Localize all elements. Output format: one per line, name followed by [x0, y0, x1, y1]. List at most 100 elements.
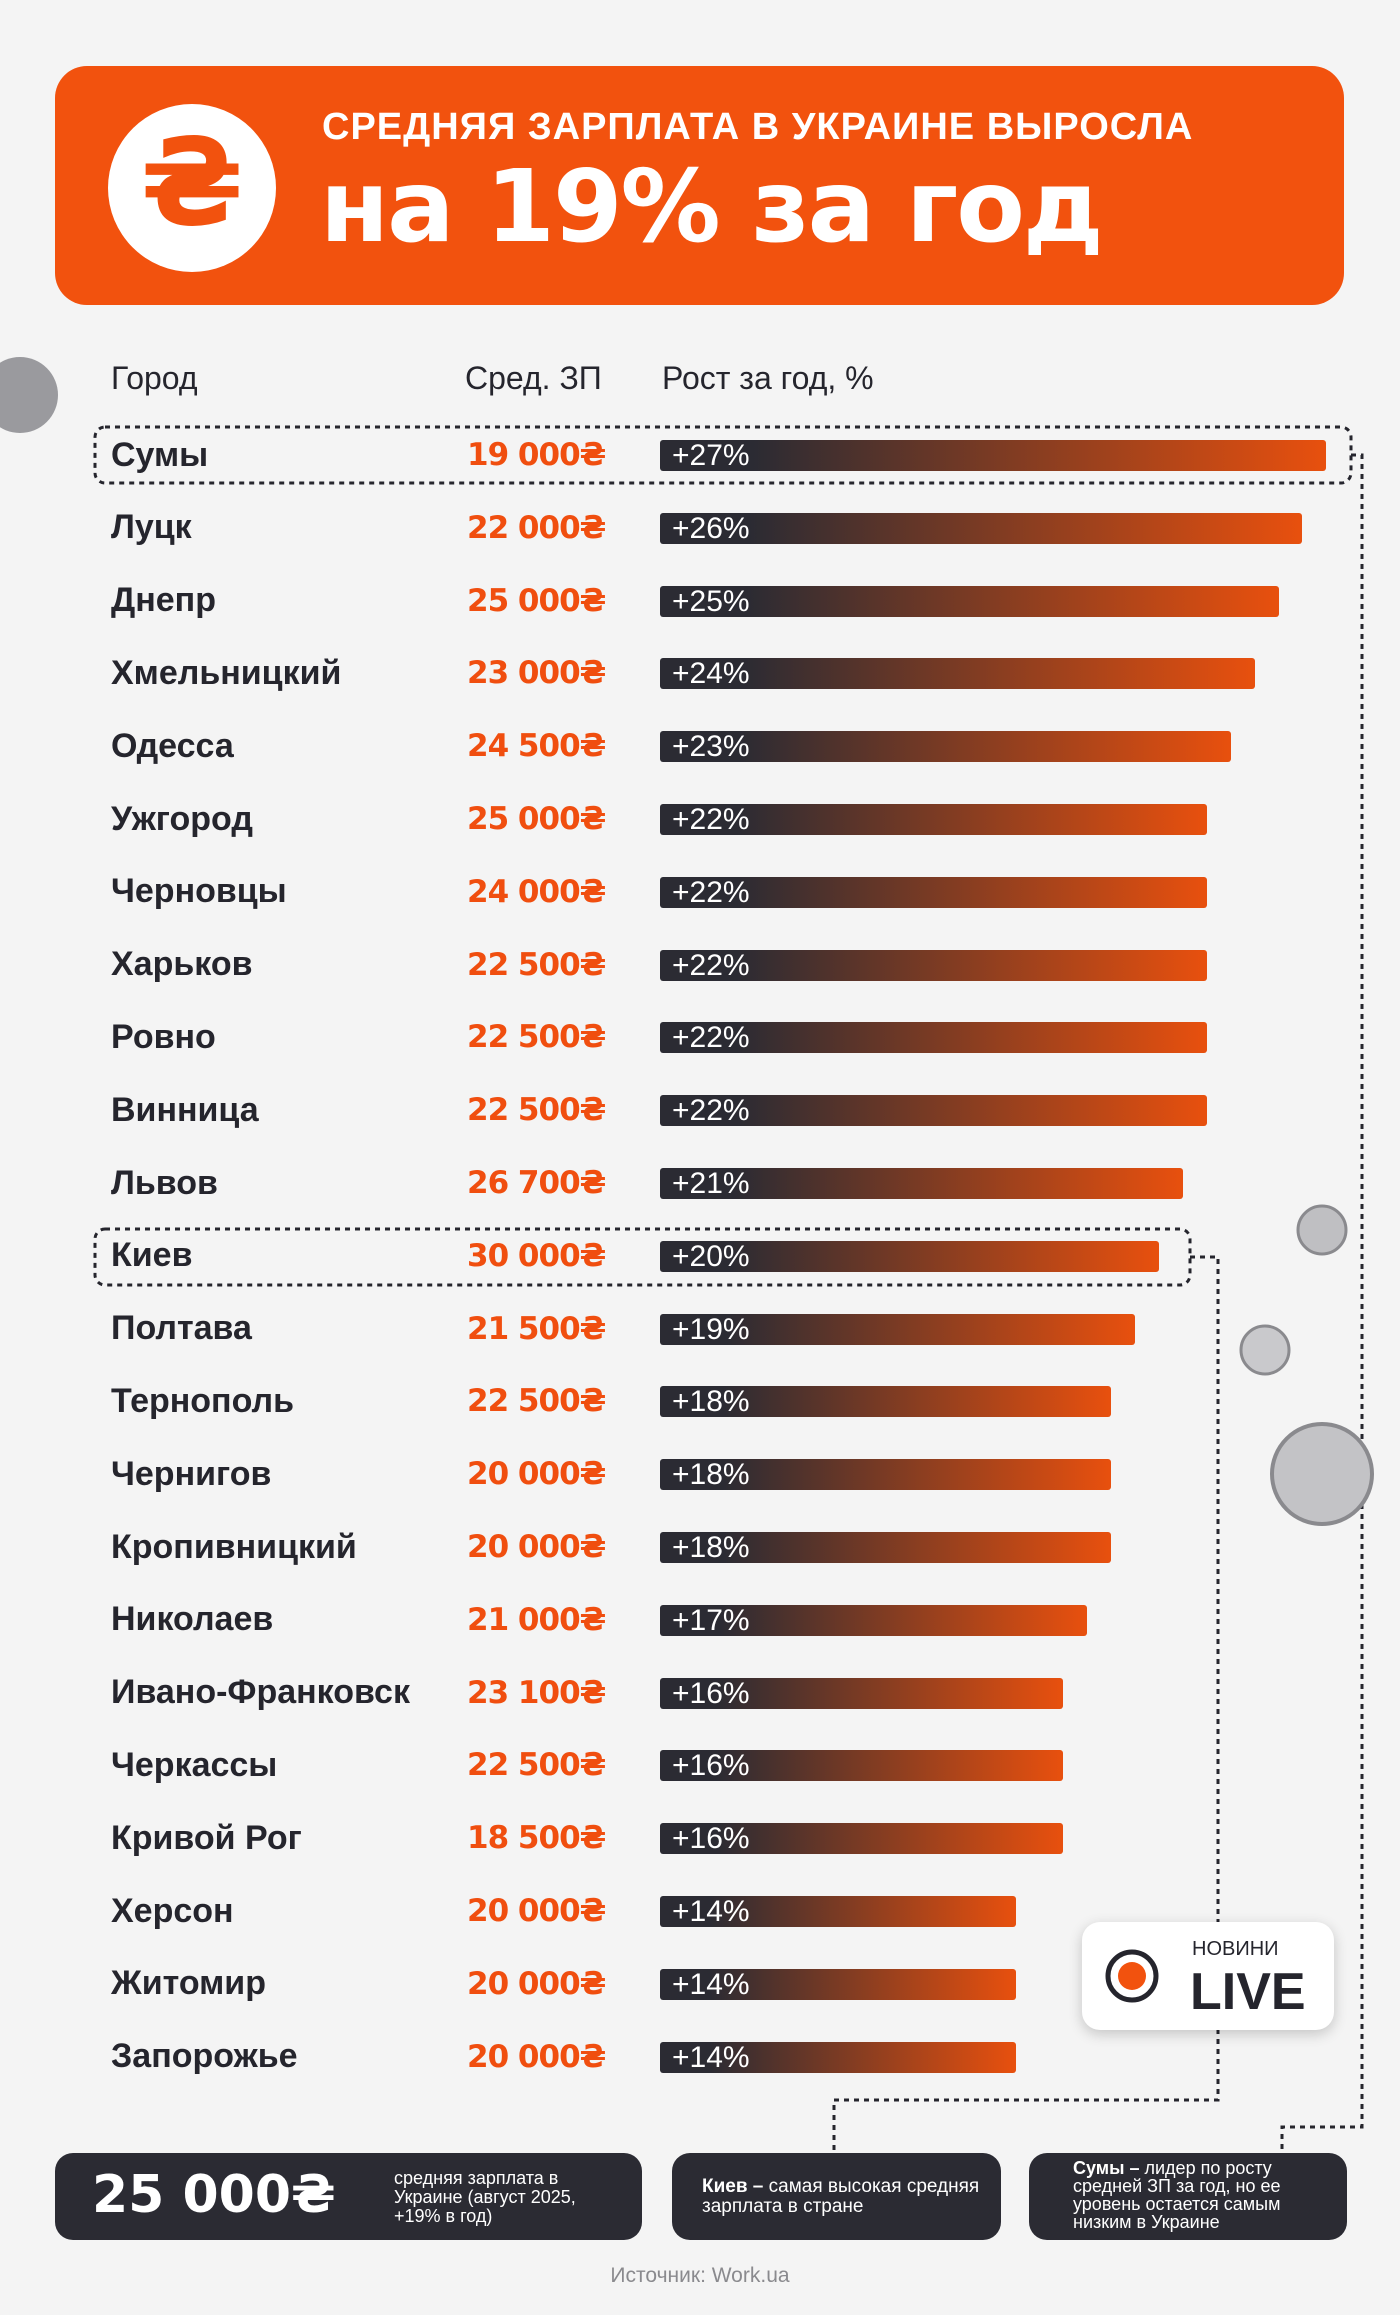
- column-header: Город: [111, 360, 198, 396]
- title-line2: на 19% за год: [320, 148, 1104, 265]
- footer-box: 25 000₴ средняя зарплата в Украине (авгу…: [55, 2153, 642, 2240]
- salary-label: 18 500₴: [467, 1820, 606, 1857]
- bar-label: +22%: [672, 875, 750, 909]
- bar: [660, 1823, 1064, 1855]
- city-label: Черновцы: [111, 872, 287, 911]
- bar-label: +16%: [672, 1749, 750, 1783]
- bar: [660, 1095, 1207, 1127]
- city-label: Кропивницкий: [111, 1527, 357, 1566]
- bar: [660, 949, 1207, 981]
- bar: [660, 1240, 1159, 1272]
- salary-label: 22 500₴: [467, 1747, 606, 1784]
- bar: [660, 804, 1207, 835]
- city-label: Чернигов: [111, 1454, 272, 1493]
- city-label: Сумы: [111, 435, 209, 474]
- bar-label: +18%: [672, 1385, 750, 1419]
- city-label: Кривой Рог: [111, 1818, 302, 1857]
- city-label: Ужгород: [111, 799, 253, 838]
- bar: [660, 1022, 1207, 1054]
- logo-symbol: ₴: [140, 115, 243, 254]
- salary-label: 23 100₴: [467, 1674, 606, 1711]
- salary-label: 21 000₴: [467, 1601, 606, 1638]
- salary-label: 30 000₴: [467, 1237, 606, 1274]
- salary-label: 24 000₴: [467, 873, 606, 910]
- bar-label: +22%: [672, 803, 750, 836]
- city-label: Ровно: [111, 1017, 216, 1056]
- bar-label: +14%: [672, 2040, 750, 2074]
- bar: [660, 440, 1327, 471]
- city-label: Тернополь: [111, 1381, 295, 1420]
- salary-label: 20 000₴: [467, 2038, 606, 2075]
- city-label: Хмельницкий: [111, 653, 342, 692]
- bar: [660, 1459, 1112, 1491]
- city-label: Ивано-Франковск: [111, 1673, 410, 1712]
- brand-badge: НОВИНИ LIVE: [1082, 1922, 1334, 2030]
- sumy-bold: Сумы –: [1073, 2158, 1140, 2178]
- salary-label: 25 000₴: [467, 801, 606, 837]
- salary-label: 20 000₴: [467, 1893, 606, 1929]
- salary-label: 26 700₴: [467, 1165, 606, 1201]
- bar-label: +22%: [672, 1021, 750, 1055]
- brand-big: LIVE: [1190, 1963, 1306, 2021]
- bar-label: +14%: [672, 1967, 750, 2001]
- brand-icon: [1105, 1949, 1159, 2003]
- bar: [660, 1968, 1016, 2000]
- bar-label: +23%: [672, 730, 750, 764]
- bar: [660, 585, 1279, 617]
- column-header: Рост за год, %: [662, 360, 874, 396]
- bar-label: +19%: [672, 1312, 750, 1346]
- bar: [660, 1750, 1064, 1782]
- city-label: Одесса: [111, 726, 234, 765]
- sumy-note: Сумы – лидер по росту средней ЗП за год,…: [1073, 2159, 1333, 2231]
- city-label: Киев: [111, 1236, 193, 1275]
- bar-label: +25%: [672, 584, 750, 618]
- title-line1: СРЕДНЯЯ ЗАРПЛАТА В УКРАИНЕ ВЫРОСЛА: [322, 106, 1194, 148]
- bar: [660, 658, 1255, 690]
- footer-box: Киев – самая высокая средняя зарплата в …: [672, 2153, 1001, 2240]
- logo: ₴: [108, 104, 276, 272]
- city-label: Херсон: [111, 1891, 234, 1930]
- bar: [660, 1313, 1136, 1345]
- city-label: Винница: [111, 1090, 259, 1129]
- bar: [660, 1386, 1112, 1418]
- brand-small: НОВИНИ: [1192, 1938, 1279, 1960]
- salary-label: 22 500₴: [467, 946, 606, 983]
- bar-label: +26%: [672, 511, 750, 545]
- city-label: Харьков: [111, 945, 253, 984]
- sumy-text: лидер по росту средней ЗП за год, но ее …: [1073, 2158, 1281, 2232]
- salary-label: 22 500₴: [467, 1383, 606, 1420]
- column-header: Сред. ЗП: [465, 360, 602, 396]
- salary-label: 20 000₴: [467, 1456, 606, 1493]
- bar: [660, 1604, 1088, 1636]
- bar-label: +22%: [672, 948, 750, 982]
- salary-label: 20 000₴: [467, 1965, 606, 2002]
- city-label: Днепр: [111, 581, 216, 620]
- source: Источник: Work.ua: [610, 2264, 790, 2287]
- salary-label: 20 000₴: [467, 1529, 606, 1565]
- city-label: Николаев: [111, 1600, 274, 1639]
- salary-label: 22 000₴: [467, 509, 606, 546]
- bar-label: +22%: [672, 1094, 750, 1128]
- city-label: Полтава: [111, 1309, 252, 1348]
- kyiv-note: Киев – самая высокая средняя зарплата в …: [702, 2177, 992, 2217]
- city-label: Черкассы: [111, 1745, 278, 1784]
- bar-label: +18%: [672, 1458, 750, 1492]
- city-label: Житомир: [111, 1964, 266, 2003]
- bar: [660, 1896, 1016, 1927]
- bar-label: +24%: [672, 657, 750, 691]
- average-value: 25 000₴: [92, 2165, 336, 2225]
- bar: [660, 1677, 1064, 1709]
- bar-label: +21%: [672, 1167, 750, 1200]
- bar-label: +16%: [672, 1676, 750, 1710]
- salary-label: 25 000₴: [467, 582, 606, 619]
- bar-label: +14%: [672, 1895, 750, 1928]
- bar: [660, 1532, 1112, 1563]
- bar: [660, 1168, 1183, 1199]
- salary-label: 21 500₴: [467, 1310, 606, 1347]
- bar-label: +20%: [672, 1239, 750, 1273]
- average-note: средняя зарплата в Украине (август 2025,…: [394, 2168, 576, 2226]
- salary-label: 19 000₴: [467, 437, 606, 473]
- bar: [660, 2041, 1016, 2073]
- bar: [660, 731, 1231, 763]
